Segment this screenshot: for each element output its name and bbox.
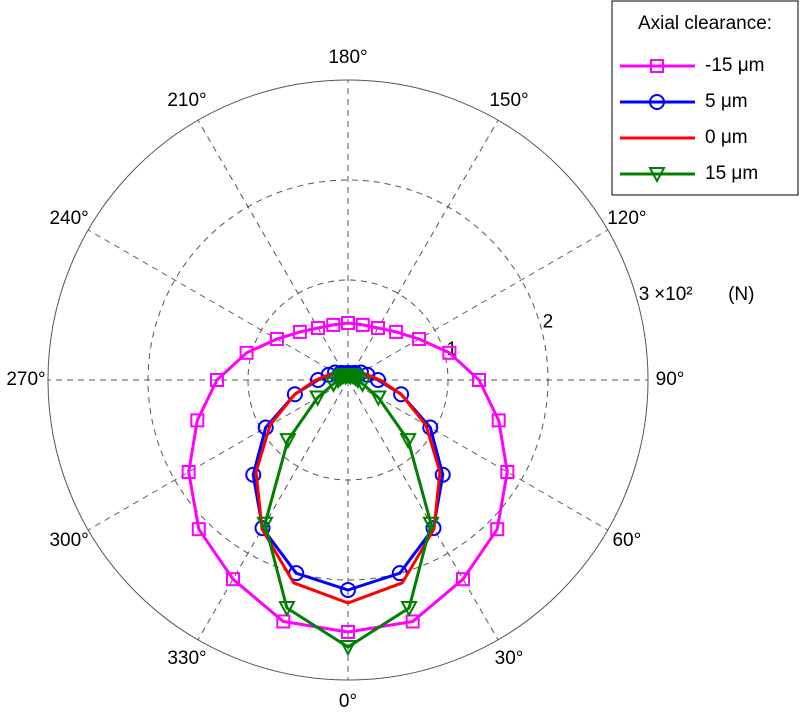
marker (341, 625, 355, 639)
marker (389, 324, 404, 339)
legend-title: Axial clearance: (638, 13, 772, 34)
marker (434, 466, 451, 483)
marker (422, 516, 440, 533)
marker (371, 321, 385, 336)
r-scale-label: ×10² (654, 284, 693, 305)
marker (442, 345, 457, 360)
marker (369, 390, 387, 407)
marker (355, 317, 370, 332)
marker (292, 324, 307, 339)
grid-spoke (87, 379, 349, 531)
marker (324, 376, 343, 393)
marker (256, 516, 274, 533)
grid-spoke (197, 379, 349, 641)
marker (456, 572, 470, 587)
theta-tick-label: 0° (339, 691, 357, 712)
legend-label: 15 μm (705, 163, 758, 184)
r-tick-label: 1 (447, 339, 458, 360)
theta-tick-label: 180° (328, 47, 367, 68)
theta-tick-label: 90° (656, 369, 685, 390)
marker (191, 522, 206, 537)
theta-tick-label: 210° (167, 90, 206, 111)
r-tick-label: 2 (543, 312, 554, 333)
legend-label: 0 μm (705, 127, 748, 148)
theta-tick-label: 120° (607, 208, 646, 229)
marker (500, 465, 515, 479)
marker (341, 316, 355, 330)
marker (648, 167, 666, 184)
marker (329, 373, 347, 390)
theta-tick-label: 240° (49, 208, 88, 229)
marker (311, 321, 325, 336)
series-line (187, 321, 509, 634)
marker (210, 373, 224, 387)
marker (393, 386, 410, 403)
marker (239, 345, 254, 360)
marker (245, 466, 262, 483)
marker (491, 413, 506, 428)
theta-tick-label: 150° (489, 90, 528, 111)
legend-box (611, 0, 799, 196)
marker (339, 640, 357, 657)
marker (286, 386, 303, 403)
marker (279, 433, 297, 450)
theta-tick-label: 30° (495, 648, 524, 669)
marker (399, 433, 417, 450)
grid-spoke (347, 229, 609, 381)
marker (269, 332, 284, 346)
grid-spoke (347, 119, 499, 381)
theta-tick-label: 330° (167, 648, 206, 669)
marker (650, 59, 664, 73)
marker (340, 582, 356, 598)
marker (278, 600, 296, 618)
marker (472, 373, 486, 387)
marker (412, 332, 427, 346)
grid-spoke (347, 379, 499, 641)
theta-tick-label: 60° (612, 530, 641, 551)
marker (226, 572, 240, 587)
marker (181, 465, 196, 479)
grid-spoke (87, 229, 349, 381)
marker (649, 94, 665, 110)
grid-spoke (347, 379, 609, 531)
grid-spoke (197, 119, 349, 381)
marker (276, 614, 291, 629)
legend-label: -15 μm (705, 55, 765, 76)
marker (490, 522, 505, 537)
r-tick-label: 3 (639, 284, 650, 305)
theta-tick-label: 300° (49, 530, 88, 551)
marker (405, 614, 420, 629)
r-axis-label: (N) (728, 284, 754, 305)
marker (309, 390, 327, 407)
legend-label: 5 μm (705, 91, 748, 112)
marker (310, 372, 326, 388)
marker (400, 600, 418, 618)
marker (190, 413, 205, 428)
theta-tick-label: 270° (6, 369, 45, 390)
marker (326, 317, 341, 332)
